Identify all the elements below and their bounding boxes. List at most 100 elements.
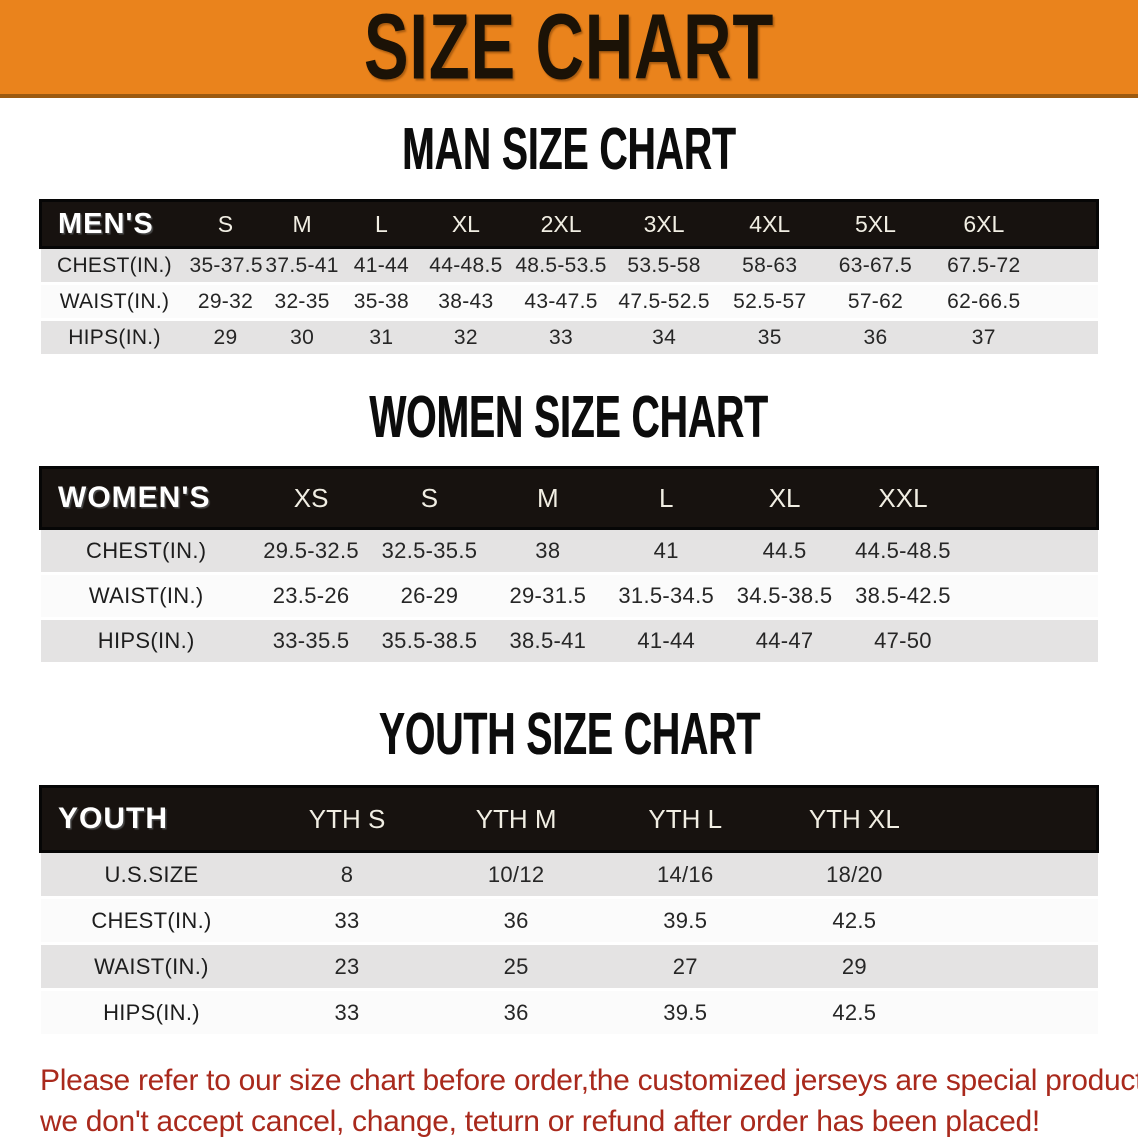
- size-value-cell: 32: [420, 319, 511, 354]
- men-section: MAN SIZE CHART MEN'S S M L XL 2XL 3XL 4XL 5XL 6XL…: [0, 115, 1138, 354]
- row-label: WAIST(IN.): [40, 283, 189, 320]
- size-value-cell: 34.5-38.5: [725, 573, 844, 619]
- table-row: WAIST(IN.) 23.5-26 26-29 29-31.5 31.5-34.5 34…: [40, 573, 1098, 619]
- size-value-cell: 27: [600, 943, 770, 990]
- size-value-cell: 57-62: [822, 283, 929, 320]
- size-value-cell: 33: [510, 319, 612, 354]
- size-value-cell: 31: [341, 319, 421, 354]
- spacer-cell: [938, 943, 1098, 990]
- size-value-cell: 14/16: [600, 851, 770, 898]
- size-value-cell: 33-35.5: [251, 618, 371, 662]
- size-value-cell: 41-44: [607, 618, 726, 662]
- spacer-cell: [1039, 247, 1098, 284]
- column-header: YTH L: [600, 785, 770, 853]
- spacer-cell: [962, 528, 1098, 574]
- row-label: CHEST(IN.): [40, 897, 263, 944]
- banner-title: SIZE CHART: [363, 0, 775, 99]
- size-value-cell: 38.5-41: [488, 618, 608, 662]
- spacer-cell: [938, 851, 1098, 898]
- spacer-cell: [962, 466, 1100, 530]
- table-row: HIPS(IN.) 33 36 39.5 42.5: [40, 989, 1098, 1034]
- spacer-cell: [1039, 199, 1100, 249]
- women-section-heading: WOMEN SIZE CHART: [369, 383, 769, 451]
- size-value-cell: 36: [822, 319, 929, 354]
- spacer-cell: [938, 897, 1098, 944]
- size-value-cell: 41: [607, 528, 726, 574]
- size-value-cell: 8: [262, 851, 432, 898]
- size-value-cell: 58-63: [716, 247, 823, 284]
- women-section: WOMEN SIZE CHART WOMEN'S XS S M L XL XXL CHEST(…: [0, 383, 1138, 662]
- size-value-cell: 38-43: [420, 283, 511, 320]
- size-value-cell: 35-38: [341, 283, 421, 320]
- spacer-cell: [962, 618, 1098, 662]
- size-value-cell: 34: [611, 319, 717, 354]
- size-value-cell: 33: [262, 897, 432, 944]
- column-header: 2XL: [510, 199, 612, 249]
- size-value-cell: 39.5: [600, 897, 770, 944]
- spacer-cell: [938, 785, 1099, 853]
- size-value-cell: 38: [488, 528, 608, 574]
- spacer-cell: [1039, 319, 1098, 354]
- column-header: M: [488, 466, 608, 530]
- table-corner-label: WOMEN'S: [38, 466, 252, 530]
- size-value-cell: 29: [188, 319, 263, 354]
- spacer-cell: [938, 989, 1098, 1034]
- column-header: XS: [251, 466, 371, 530]
- size-value-cell: 10/12: [431, 851, 601, 898]
- size-value-cell: 36: [431, 897, 601, 944]
- column-header: M: [262, 199, 342, 249]
- table-corner-label: MEN'S: [39, 199, 189, 249]
- row-label: HIPS(IN.): [40, 989, 263, 1034]
- spacer-cell: [962, 573, 1098, 619]
- column-header: YTH M: [431, 785, 601, 853]
- mens-size-table: MEN'S S M L XL 2XL 3XL 4XL 5XL 6XL CHEST(IN.) 35-37…: [39, 199, 1100, 354]
- size-value-cell: 29: [769, 943, 939, 990]
- size-value-cell: 37.5-41: [262, 247, 342, 284]
- size-value-cell: 32-35: [262, 283, 342, 320]
- size-value-cell: 63-67.5: [822, 247, 929, 284]
- size-value-cell: 33: [262, 989, 432, 1034]
- size-chart-banner: SIZE CHART: [0, 0, 1138, 98]
- table-header-row: MEN'S S M L XL 2XL 3XL 4XL 5XL 6XL: [39, 199, 1100, 249]
- youth-size-table: YOUTH YTH S YTH M YTH L YTH XL U.S.SIZE 8 10/12…: [39, 785, 1099, 1034]
- table-row: CHEST(IN.) 29.5-32.5 32.5-35.5 38 41 44.5 44.5…: [40, 528, 1098, 574]
- size-value-cell: 31.5-34.5: [607, 573, 726, 619]
- size-value-cell: 37: [928, 319, 1040, 354]
- column-header: YTH S: [262, 785, 432, 853]
- table-row: WAIST(IN.) 29-32 32-35 35-38 38-43 43-47.5 47.…: [40, 283, 1098, 320]
- men-section-heading: MAN SIZE CHART: [402, 115, 736, 183]
- table-corner-label: YOUTH: [39, 785, 263, 853]
- size-value-cell: 62-66.5: [928, 283, 1040, 320]
- table-row: HIPS(IN.) 29 30 31 32 33 34 35 36 37: [40, 319, 1098, 354]
- row-label: U.S.SIZE: [40, 851, 263, 898]
- size-value-cell: 35-37.5: [188, 247, 262, 284]
- column-header: S: [188, 199, 263, 249]
- table-row: U.S.SIZE 8 10/12 14/16 18/20: [40, 851, 1098, 898]
- disclaimer-line-1: Please refer to our size chart before or…: [40, 1064, 1138, 1097]
- row-label: HIPS(IN.): [40, 618, 252, 662]
- table-header-row: YOUTH YTH S YTH M YTH L YTH XL: [39, 785, 1099, 853]
- size-value-cell: 30: [262, 319, 342, 354]
- womens-size-table: WOMEN'S XS S M L XL XXL CHEST(IN.) 29.5-32.5 32.5…: [38, 466, 1100, 662]
- spacer-cell: [1039, 283, 1098, 320]
- column-header: XXL: [843, 466, 963, 530]
- size-value-cell: 29-32: [188, 283, 263, 320]
- size-value-cell: 39.5: [600, 989, 770, 1034]
- size-value-cell: 32.5-35.5: [370, 528, 489, 574]
- row-label: WAIST(IN.): [40, 943, 263, 990]
- youth-section: YOUTH SIZE CHART YOUTH YTH S YTH M YTH L YTH…: [0, 705, 1138, 1034]
- disclaimer-line-2: we don't accept cancel, change, teturn o…: [40, 1105, 1040, 1138]
- size-value-cell: 42.5: [769, 897, 939, 944]
- column-header: 5XL: [822, 199, 929, 249]
- size-value-cell: 44.5-48.5: [843, 528, 963, 574]
- column-header: S: [370, 466, 489, 530]
- size-value-cell: 36: [431, 989, 601, 1034]
- column-header: YTH XL: [769, 785, 939, 853]
- size-value-cell: 26-29: [370, 573, 489, 619]
- size-value-cell: 48.5-53.5: [510, 247, 612, 284]
- column-header: L: [607, 466, 726, 530]
- size-value-cell: 29.5-32.5: [251, 528, 371, 574]
- size-value-cell: 53.5-58: [611, 247, 717, 284]
- column-header: 6XL: [928, 199, 1040, 249]
- table-header-row: WOMEN'S XS S M L XL XXL: [38, 466, 1100, 530]
